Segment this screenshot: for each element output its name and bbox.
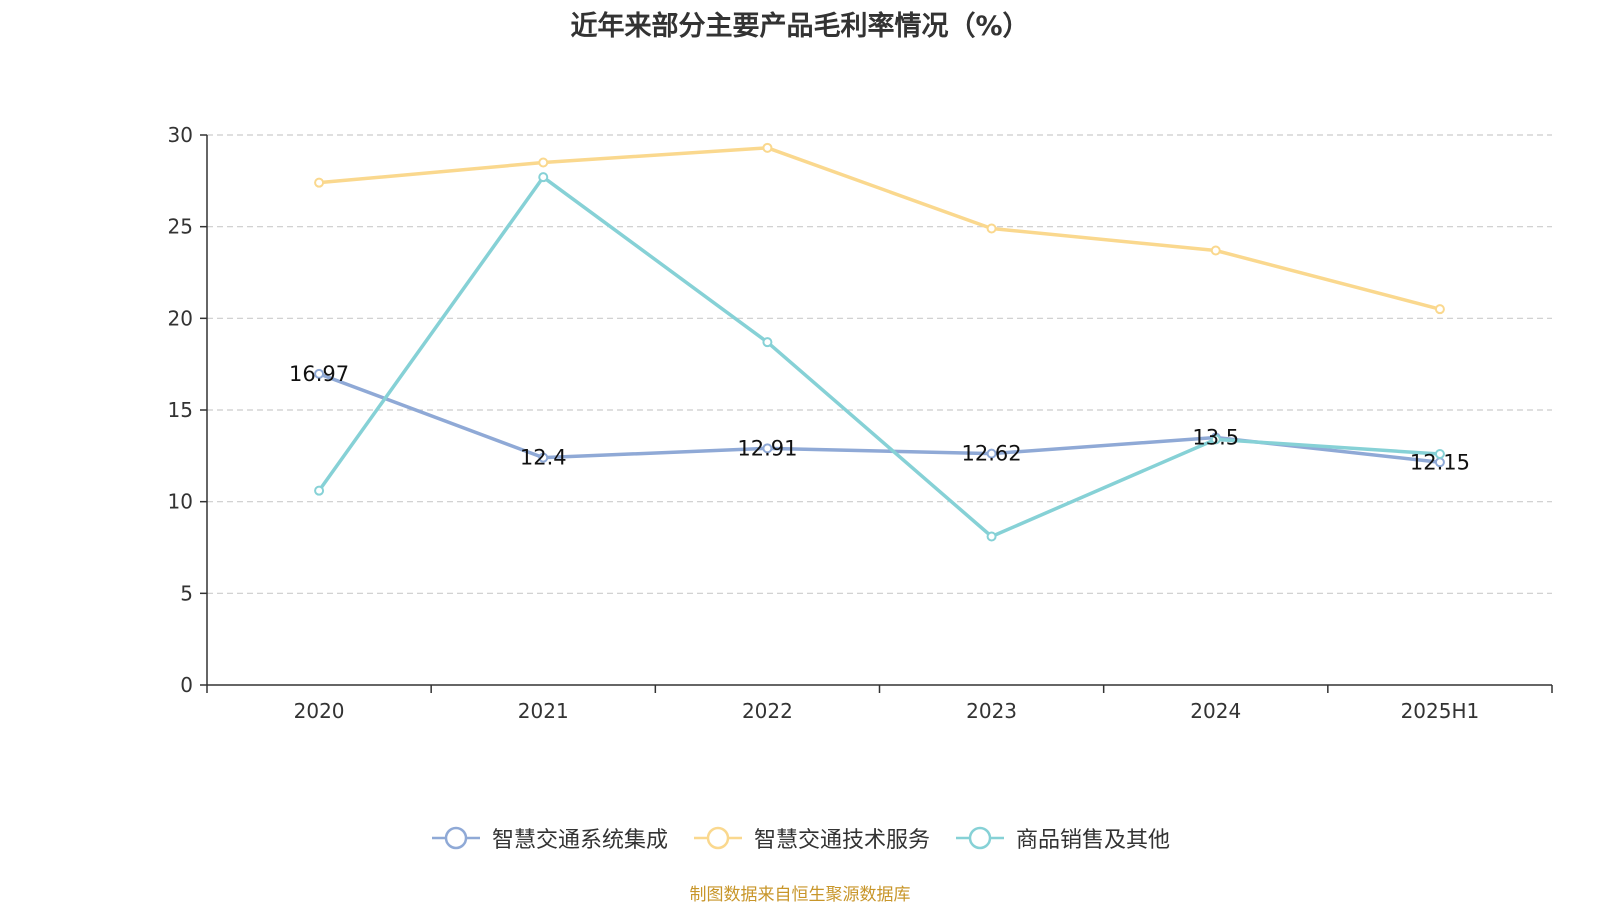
data-point <box>538 157 549 168</box>
data-point <box>986 223 997 234</box>
x-tick-label: 2023 <box>966 699 1017 723</box>
chart-title: 近年来部分主要产品毛利率情况（%） <box>570 11 1030 42</box>
data-label: 13.5 <box>1192 426 1239 450</box>
series-line-1 <box>318 146 1441 311</box>
axes: 0 5 10 15 20 25 30 2020 2021 2022 2023 2024 2025H1 <box>168 123 1553 723</box>
data-label: 12.15 <box>1410 450 1470 474</box>
x-tick-label: 2021 <box>518 699 569 723</box>
x-tick-label: 2024 <box>1190 699 1241 723</box>
legend-item[interactable]: 智慧交通技术服务 <box>692 822 930 854</box>
y-tick-label: 15 <box>168 398 193 422</box>
data-point <box>762 142 773 153</box>
x-tick-label: 2022 <box>742 699 793 723</box>
data-point <box>314 485 325 496</box>
x-tick-label: 2020 <box>294 699 345 723</box>
x-tick-label: 2025H1 <box>1401 699 1480 723</box>
data-labels: 16.97 12.4 12.91 12.62 13.5 12.15 <box>289 362 1470 474</box>
legend: 智慧交通系统集成 智慧交通技术服务 商品销售及其他 <box>0 822 1600 854</box>
legend-item[interactable]: 智慧交通系统集成 <box>430 822 668 854</box>
data-label: 12.62 <box>962 442 1022 466</box>
data-point <box>314 368 325 379</box>
data-point <box>986 448 997 459</box>
y-tick-label: 20 <box>168 306 193 330</box>
legend-swatch-marker <box>968 826 992 850</box>
data-point <box>1210 434 1221 445</box>
data-point <box>538 452 549 463</box>
data-point <box>1434 449 1445 459</box>
legend-label: 商品销售及其他 <box>1016 828 1171 853</box>
legend-swatch <box>693 826 742 850</box>
grid-lines <box>207 134 1552 594</box>
y-tick-label: 25 <box>168 215 193 239</box>
series-line-2 <box>317 175 1441 539</box>
data-point <box>538 172 549 183</box>
data-point <box>986 531 997 542</box>
series-lines <box>314 142 1445 542</box>
legend-swatch <box>431 826 480 850</box>
data-label: 16.97 <box>289 362 349 386</box>
legend-swatch <box>956 826 1004 850</box>
data-point <box>1434 304 1445 315</box>
series-line-0 <box>318 372 1441 464</box>
source-note: 制图数据来自恒生聚源数据库 <box>689 885 911 905</box>
line-chart: 0 5 10 15 20 25 30 2020 2021 2022 2023 2024 2025H1 1… <box>168 123 1553 723</box>
y-tick-label: 0 <box>180 673 193 697</box>
legend-swatch-marker <box>444 826 468 850</box>
y-tick-label: 5 <box>180 581 193 605</box>
y-tick-label: 10 <box>168 490 193 514</box>
data-label: 12.4 <box>520 446 567 470</box>
legend-label: 智慧交通技术服务 <box>753 828 930 853</box>
legend-swatch-marker <box>706 826 730 850</box>
data-point <box>762 337 773 348</box>
y-tick-label: 30 <box>168 123 193 147</box>
data-point <box>762 443 773 454</box>
data-point <box>314 177 325 188</box>
legend-item[interactable]: 商品销售及其他 <box>954 822 1170 854</box>
data-point <box>1210 245 1221 256</box>
data-label: 12.91 <box>737 436 797 460</box>
legend-label: 智慧交通系统集成 <box>491 828 668 853</box>
